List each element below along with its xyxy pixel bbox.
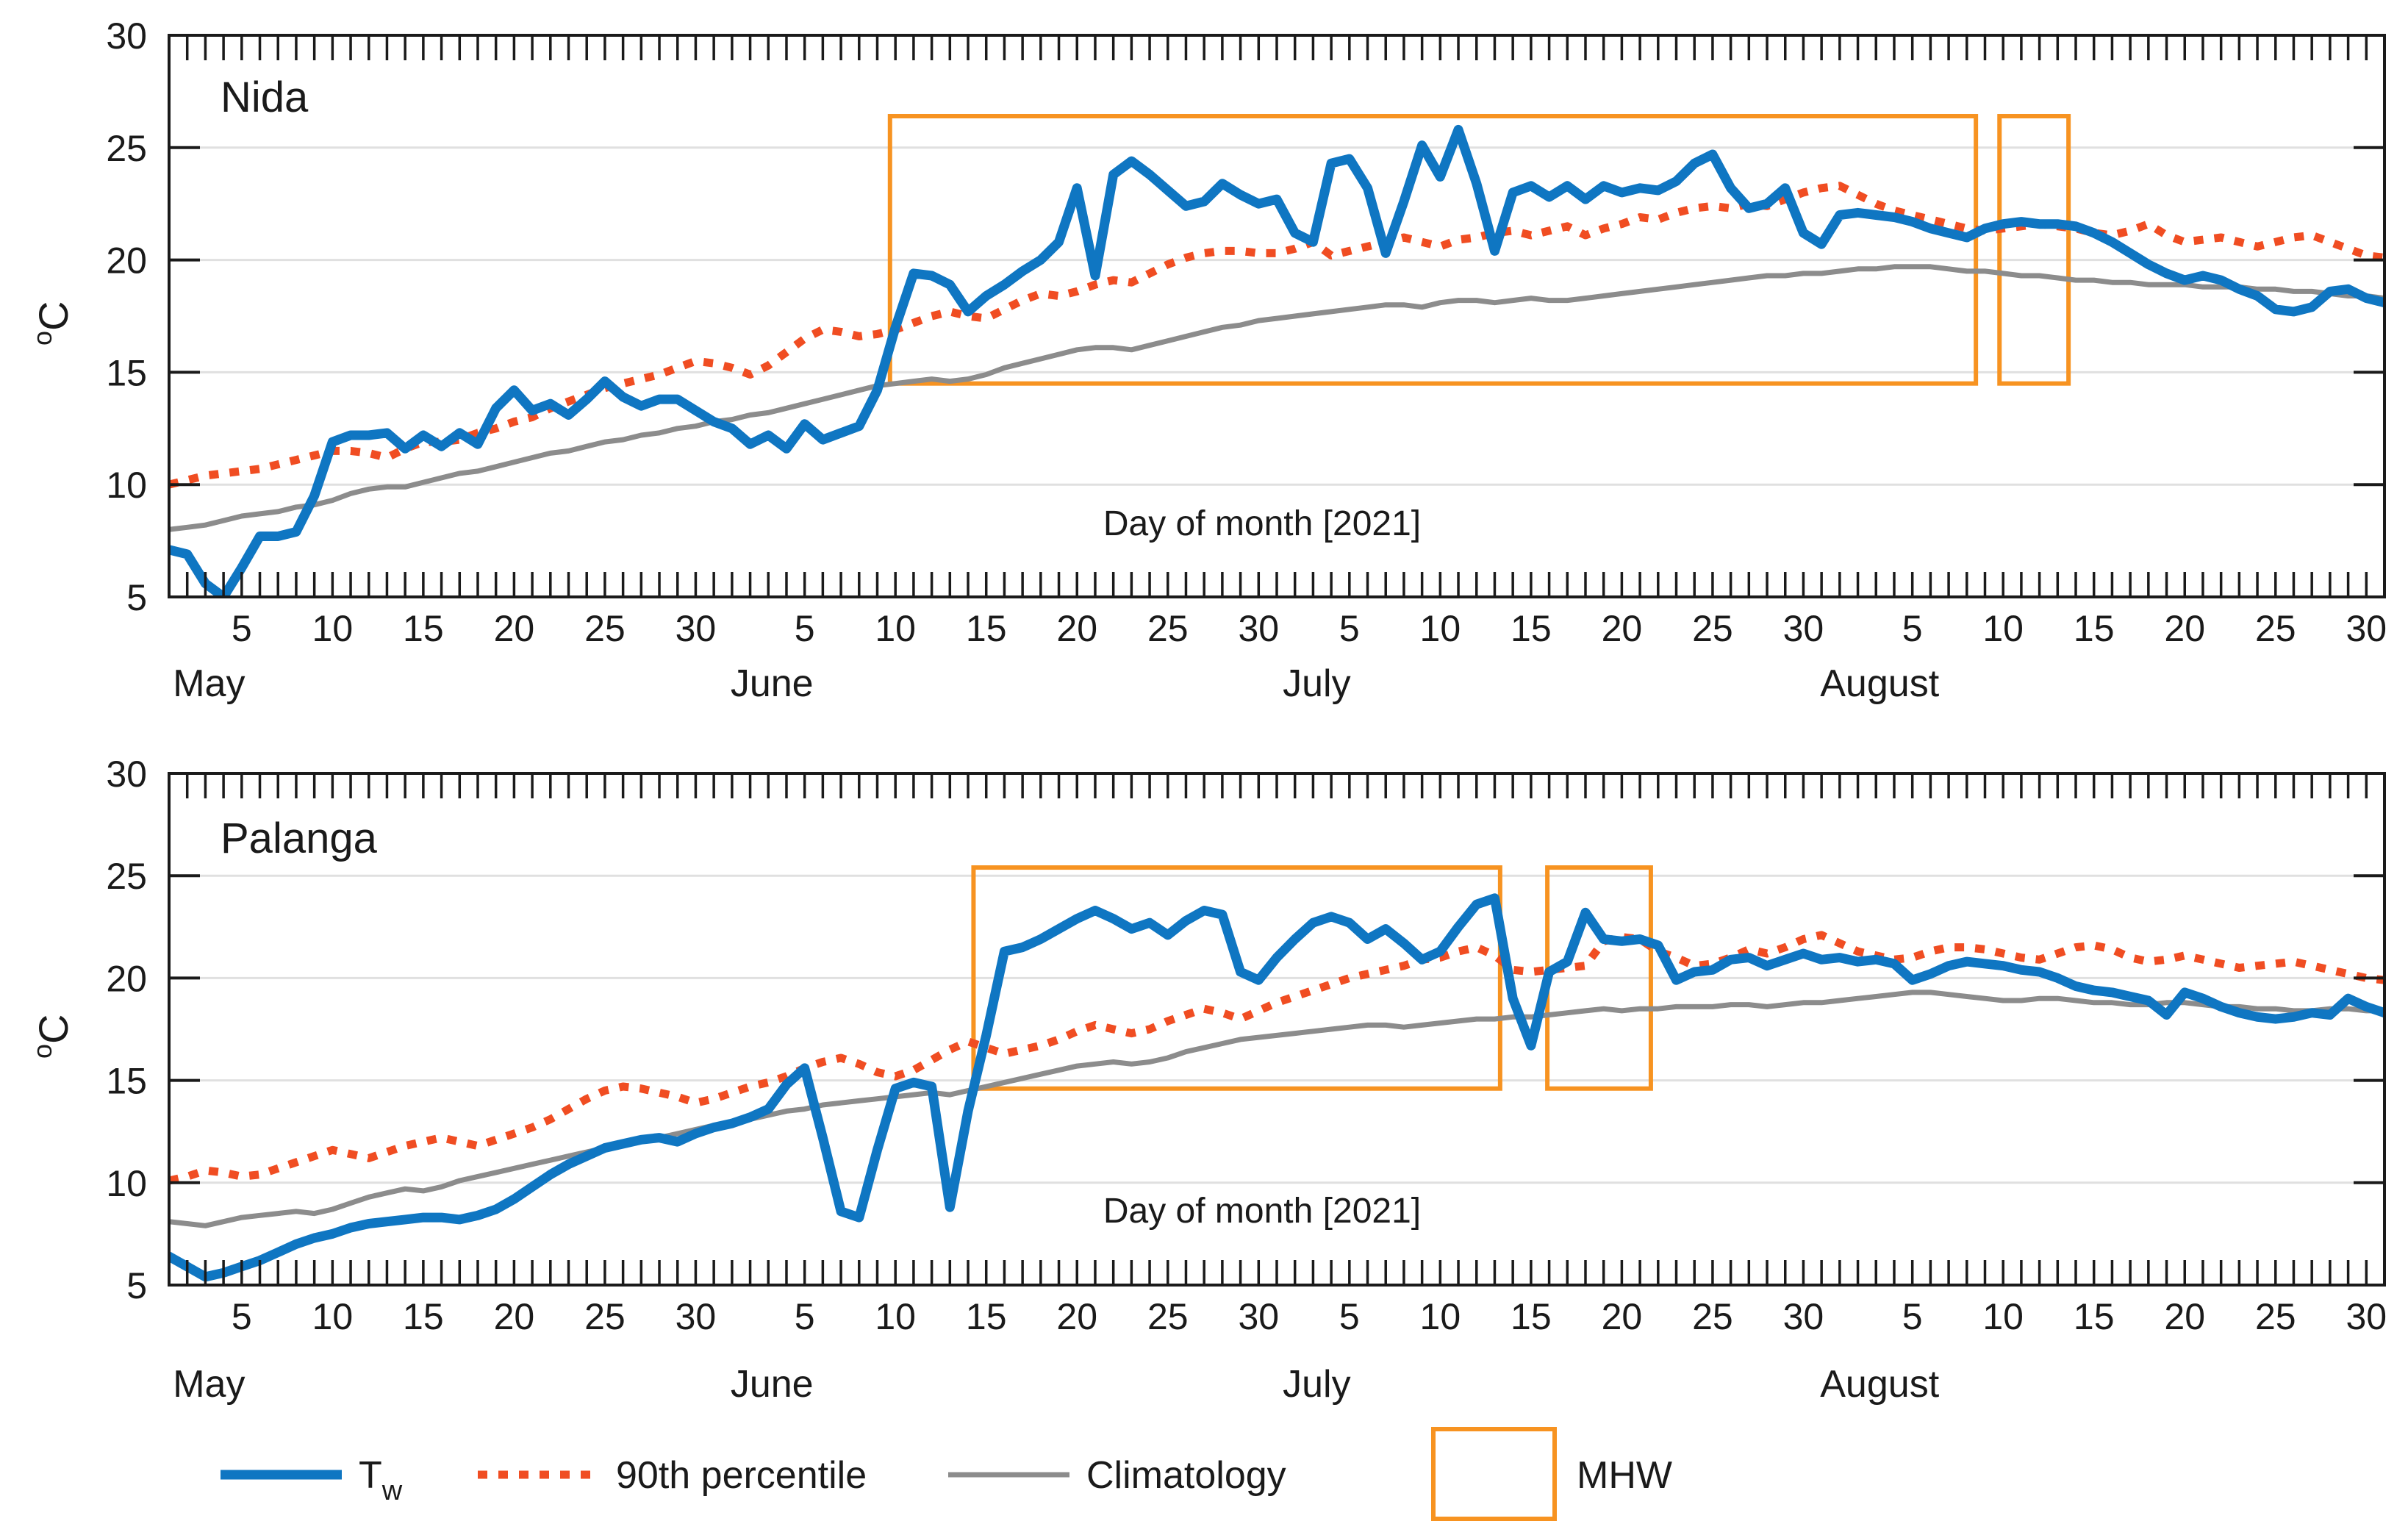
series-tw-palanga xyxy=(169,893,2384,1282)
panel-palanga: 5 10 15 20 25 30 5 10 15 20 25 30 May 5 10 15 20 25 30 June… xyxy=(106,754,2387,1406)
month-label-palanga-August: August xyxy=(1820,1363,1939,1406)
legend-clim-label: Climatology xyxy=(1086,1454,1286,1497)
panel-title-palanga: Palanga xyxy=(221,815,378,862)
y-tick-label-nida-5: 5 xyxy=(126,577,147,618)
x-tick-label-palanga-July-20: 20 xyxy=(1602,1296,1643,1337)
panel-nida: 5 10 15 20 25 30 5 10 15 20 25 30 May 5 10 15 20 25 30 June… xyxy=(106,15,2387,705)
x-tick-label-palanga-June-10: 10 xyxy=(875,1296,916,1337)
x-tick-label-nida-May-30: 30 xyxy=(676,608,717,649)
x-tick-label-nida-May-5: 5 xyxy=(232,608,252,649)
y-tick-label-palanga-15: 15 xyxy=(106,1061,147,1102)
x-tick-label-nida-May-10: 10 xyxy=(312,608,354,649)
legend-mhw-label: MHW xyxy=(1577,1454,1672,1497)
x-tick-label-palanga-June-20: 20 xyxy=(1056,1296,1097,1337)
x-tick-label-palanga-June-25: 25 xyxy=(1147,1296,1189,1337)
x-tick-label-nida-June-5: 5 xyxy=(795,608,815,649)
y-tick-label-nida-20: 20 xyxy=(106,240,147,282)
x-tick-label-nida-May-15: 15 xyxy=(403,608,444,649)
legend: Tw 90th percentile Climatology MHW xyxy=(221,1427,1672,1521)
x-tick-label-nida-August-30: 30 xyxy=(2346,608,2387,649)
x-tick-label-palanga-May-10: 10 xyxy=(312,1296,354,1337)
x-tick-label-palanga-July-15: 15 xyxy=(1511,1296,1552,1337)
x-tick-label-nida-June-20: 20 xyxy=(1056,608,1097,649)
legend-tw-label: Tw xyxy=(359,1454,403,1506)
month-label-nida-May: May xyxy=(173,662,245,705)
x-axis-label-palanga: Day of month [2021] xyxy=(1103,1192,1421,1231)
y-tick-label-nida-30: 30 xyxy=(106,15,147,57)
month-label-palanga-May: May xyxy=(173,1363,245,1406)
y-axis-unit-nida: oC xyxy=(27,301,76,346)
month-label-palanga-June: June xyxy=(731,1363,814,1406)
y-axis-label-nida: oC xyxy=(27,301,76,346)
x-tick-label-nida-July-30: 30 xyxy=(1783,608,1824,649)
y-tick-label-palanga-5: 5 xyxy=(126,1265,147,1306)
x-tick-label-nida-July-10: 10 xyxy=(1420,608,1461,649)
x-tick-label-nida-July-5: 5 xyxy=(1339,608,1360,649)
x-tick-label-palanga-August-15: 15 xyxy=(2074,1296,2115,1337)
x-tick-label-nida-June-15: 15 xyxy=(966,608,1007,649)
x-tick-label-nida-July-20: 20 xyxy=(1602,608,1643,649)
x-tick-label-nida-June-25: 25 xyxy=(1147,608,1189,649)
y-axis-unit-palanga: oC xyxy=(27,1015,76,1059)
mhw-box-palanga-1 xyxy=(971,865,1502,1091)
day-ticks-nida xyxy=(168,35,2386,597)
series-clim-palanga xyxy=(169,990,2384,1228)
x-tick-label-nida-August-5: 5 xyxy=(1902,608,1923,649)
temp-ticks-nida xyxy=(169,34,2384,598)
x-tick-label-palanga-July-30: 30 xyxy=(1783,1296,1824,1337)
x-tick-label-palanga-June-15: 15 xyxy=(966,1296,1007,1337)
x-tick-label-palanga-August-30: 30 xyxy=(2346,1296,2387,1337)
x-tick-label-palanga-July-25: 25 xyxy=(1692,1296,1733,1337)
x-tick-label-palanga-June-30: 30 xyxy=(1238,1296,1279,1337)
x-tick-label-nida-May-20: 20 xyxy=(494,608,535,649)
y-tick-label-nida-25: 25 xyxy=(106,128,147,169)
panel-title-nida: Nida xyxy=(221,74,309,121)
y-tick-label-palanga-30: 30 xyxy=(106,754,147,795)
month-label-palanga-July: July xyxy=(1283,1363,1350,1406)
x-tick-label-nida-August-10: 10 xyxy=(1982,608,2024,649)
y-tick-label-nida-10: 10 xyxy=(106,465,147,506)
x-tick-label-palanga-August-10: 10 xyxy=(1982,1296,2024,1337)
x-tick-label-palanga-May-15: 15 xyxy=(403,1296,444,1337)
y-tick-label-palanga-25: 25 xyxy=(106,856,147,897)
x-tick-label-palanga-May-20: 20 xyxy=(494,1296,535,1337)
x-tick-label-nida-May-25: 25 xyxy=(584,608,626,649)
series-clim-nida xyxy=(169,264,2384,532)
x-tick-label-nida-July-15: 15 xyxy=(1511,608,1552,649)
x-tick-label-nida-August-15: 15 xyxy=(2074,608,2115,649)
y-tick-label-palanga-20: 20 xyxy=(106,958,147,999)
series-tw-nida xyxy=(169,124,2384,597)
month-label-nida-June: June xyxy=(731,662,814,705)
x-tick-label-nida-July-25: 25 xyxy=(1692,608,1733,649)
x-tick-label-nida-August-20: 20 xyxy=(2164,608,2205,649)
month-label-nida-August: August xyxy=(1820,662,1939,705)
x-tick-label-nida-June-10: 10 xyxy=(875,608,916,649)
x-tick-label-palanga-May-25: 25 xyxy=(584,1296,626,1337)
day-ticks-palanga xyxy=(168,773,2386,1285)
legend-mhw-box-sample xyxy=(1431,1427,1557,1521)
x-axis-label-nida: Day of month [2021] xyxy=(1103,504,1421,543)
x-tick-label-palanga-July-5: 5 xyxy=(1339,1296,1360,1337)
temp-ticks-palanga xyxy=(169,772,2384,1287)
x-tick-label-nida-June-30: 30 xyxy=(1238,608,1279,649)
y-axis-label-palanga: oC xyxy=(27,1015,76,1059)
x-tick-label-palanga-May-30: 30 xyxy=(676,1296,717,1337)
x-tick-label-palanga-June-5: 5 xyxy=(795,1296,815,1337)
x-tick-label-palanga-August-25: 25 xyxy=(2255,1296,2296,1337)
y-tick-label-nida-15: 15 xyxy=(106,352,147,393)
month-label-nida-July: July xyxy=(1283,662,1350,705)
x-tick-label-palanga-August-20: 20 xyxy=(2164,1296,2205,1337)
x-tick-label-palanga-August-5: 5 xyxy=(1902,1296,1923,1337)
mhw-box-nida-1 xyxy=(887,114,1979,386)
x-tick-label-palanga-May-5: 5 xyxy=(232,1296,252,1337)
x-tick-label-nida-August-25: 25 xyxy=(2255,608,2296,649)
x-tick-label-palanga-July-10: 10 xyxy=(1420,1296,1461,1337)
legend-p90-label: 90th percentile xyxy=(616,1454,867,1497)
y-tick-label-palanga-10: 10 xyxy=(106,1163,147,1204)
legend-tw-text: Tw xyxy=(359,1454,403,1506)
mhw-box-nida-2 xyxy=(1997,114,2071,386)
